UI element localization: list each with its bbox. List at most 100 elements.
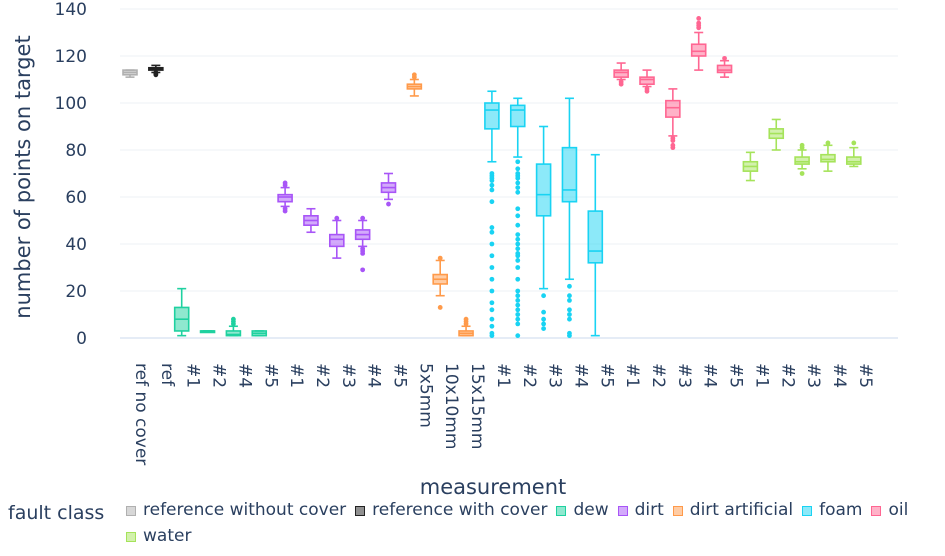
outlier-point	[515, 180, 521, 186]
legend-item[interactable]: reference without cover	[126, 499, 346, 521]
outlier-point	[282, 206, 288, 212]
box	[484, 90, 500, 339]
outlier-point	[515, 276, 521, 282]
legend-label: dirt artificial	[689, 500, 794, 520]
series-water	[742, 118, 862, 182]
box	[613, 62, 629, 87]
x-tick-label: #1	[751, 363, 771, 388]
legend-item[interactable]: dirt	[617, 499, 664, 521]
x-tick-label: ref	[157, 363, 177, 387]
legend-items: reference without cover reference with co…	[126, 499, 945, 547]
box	[716, 55, 733, 78]
legend-item[interactable]: dirt artificial	[672, 499, 794, 521]
legend-swatch-icon	[126, 505, 136, 516]
outlier-point	[515, 307, 521, 313]
outlier-point	[489, 323, 495, 329]
y-tick-label: 20	[65, 282, 87, 302]
x-axis-title: measurement	[420, 475, 567, 499]
x-tick-label: #3	[803, 363, 823, 388]
box	[535, 125, 552, 331]
outlier-point	[463, 316, 469, 322]
outlier-point	[541, 309, 546, 315]
legend-item[interactable]: dew	[556, 499, 609, 521]
box-iqr	[794, 156, 810, 165]
box	[742, 151, 759, 182]
x-tick-label: #1	[622, 363, 642, 388]
outlier-point	[515, 298, 521, 303]
legend-item[interactable]: reference with cover	[355, 499, 547, 521]
y-axis-title: number of points on target	[11, 35, 35, 318]
legend-label: reference with cover	[372, 500, 548, 520]
y-tick-label: 140	[55, 0, 87, 20]
box	[794, 142, 810, 176]
y-tick-label: 80	[65, 141, 87, 161]
outlier-point	[231, 316, 236, 322]
outlier-point	[567, 293, 572, 299]
x-tick-label: #4	[364, 363, 384, 388]
outlier-point	[567, 312, 572, 317]
y-tick-label: 120	[55, 47, 87, 67]
box-iqr	[716, 64, 733, 74]
outlier-point	[489, 330, 495, 336]
outlier-point	[489, 171, 495, 176]
x-tick-label: 10x10mm	[441, 363, 461, 449]
box	[225, 316, 242, 337]
legend-item[interactable]: oil	[871, 499, 908, 521]
outlier-point	[489, 265, 495, 270]
outlier-point	[799, 171, 805, 176]
box-iqr	[820, 153, 836, 163]
box	[458, 316, 474, 337]
legend-label: reference without cover	[143, 500, 347, 520]
outlier-point	[489, 307, 495, 313]
box	[639, 69, 655, 94]
legend-item[interactable]: foam	[802, 499, 862, 521]
outlier-point	[515, 159, 521, 165]
outlier-point	[825, 140, 831, 146]
box-iqr	[535, 163, 552, 217]
box-iqr	[328, 233, 345, 248]
outlier-point	[489, 229, 495, 235]
outlier-point	[489, 253, 495, 259]
box	[199, 330, 216, 334]
series-reference-without-cover	[122, 69, 138, 78]
outlier-point	[489, 241, 495, 247]
outlier-point	[489, 225, 495, 230]
box	[148, 64, 164, 78]
box-series	[122, 16, 862, 339]
outlier-point	[515, 232, 521, 238]
box-iqr	[225, 330, 242, 337]
series-oil	[613, 16, 733, 151]
outlier-point	[541, 326, 546, 331]
legend-swatch-icon	[556, 505, 567, 516]
outlier-point	[541, 293, 546, 299]
x-tick-label: #2	[777, 363, 797, 388]
outlier-point	[489, 316, 495, 322]
box-iqr	[277, 193, 293, 203]
legend-title: fault class	[8, 502, 105, 524]
outlier-point	[541, 316, 546, 322]
x-tick-label: 5x5mm	[415, 363, 435, 428]
y-axis-ticks: 0 20 40 60 80 100 120 140	[55, 0, 87, 349]
x-tick-label: #1	[286, 363, 306, 388]
box	[122, 69, 138, 78]
box	[303, 207, 319, 234]
legend-label: water	[143, 526, 192, 546]
x-tick-label: #2	[648, 363, 668, 388]
outlier-point	[799, 142, 805, 148]
legend-item[interactable]: water	[126, 525, 191, 547]
x-axis-ticks: ref no cover ref #1 #2 #4 #5 #1 #2 #3 #4 #5 5x5mm 10…	[131, 363, 875, 465]
outlier-point	[515, 241, 521, 247]
legend-swatch-icon	[672, 505, 683, 516]
outlier-point	[282, 180, 288, 186]
box-iqr	[639, 76, 655, 86]
outlier-point	[515, 293, 521, 299]
outlier-point	[515, 316, 521, 322]
outlier-point	[567, 330, 572, 336]
box-iqr	[484, 102, 500, 130]
outlier-point	[670, 135, 676, 141]
outlier-point	[515, 333, 521, 339]
x-tick-label: #5	[726, 363, 746, 388]
box-iqr	[690, 43, 707, 57]
x-tick-label: #1	[183, 363, 203, 388]
x-tick-label: #2	[209, 363, 229, 388]
